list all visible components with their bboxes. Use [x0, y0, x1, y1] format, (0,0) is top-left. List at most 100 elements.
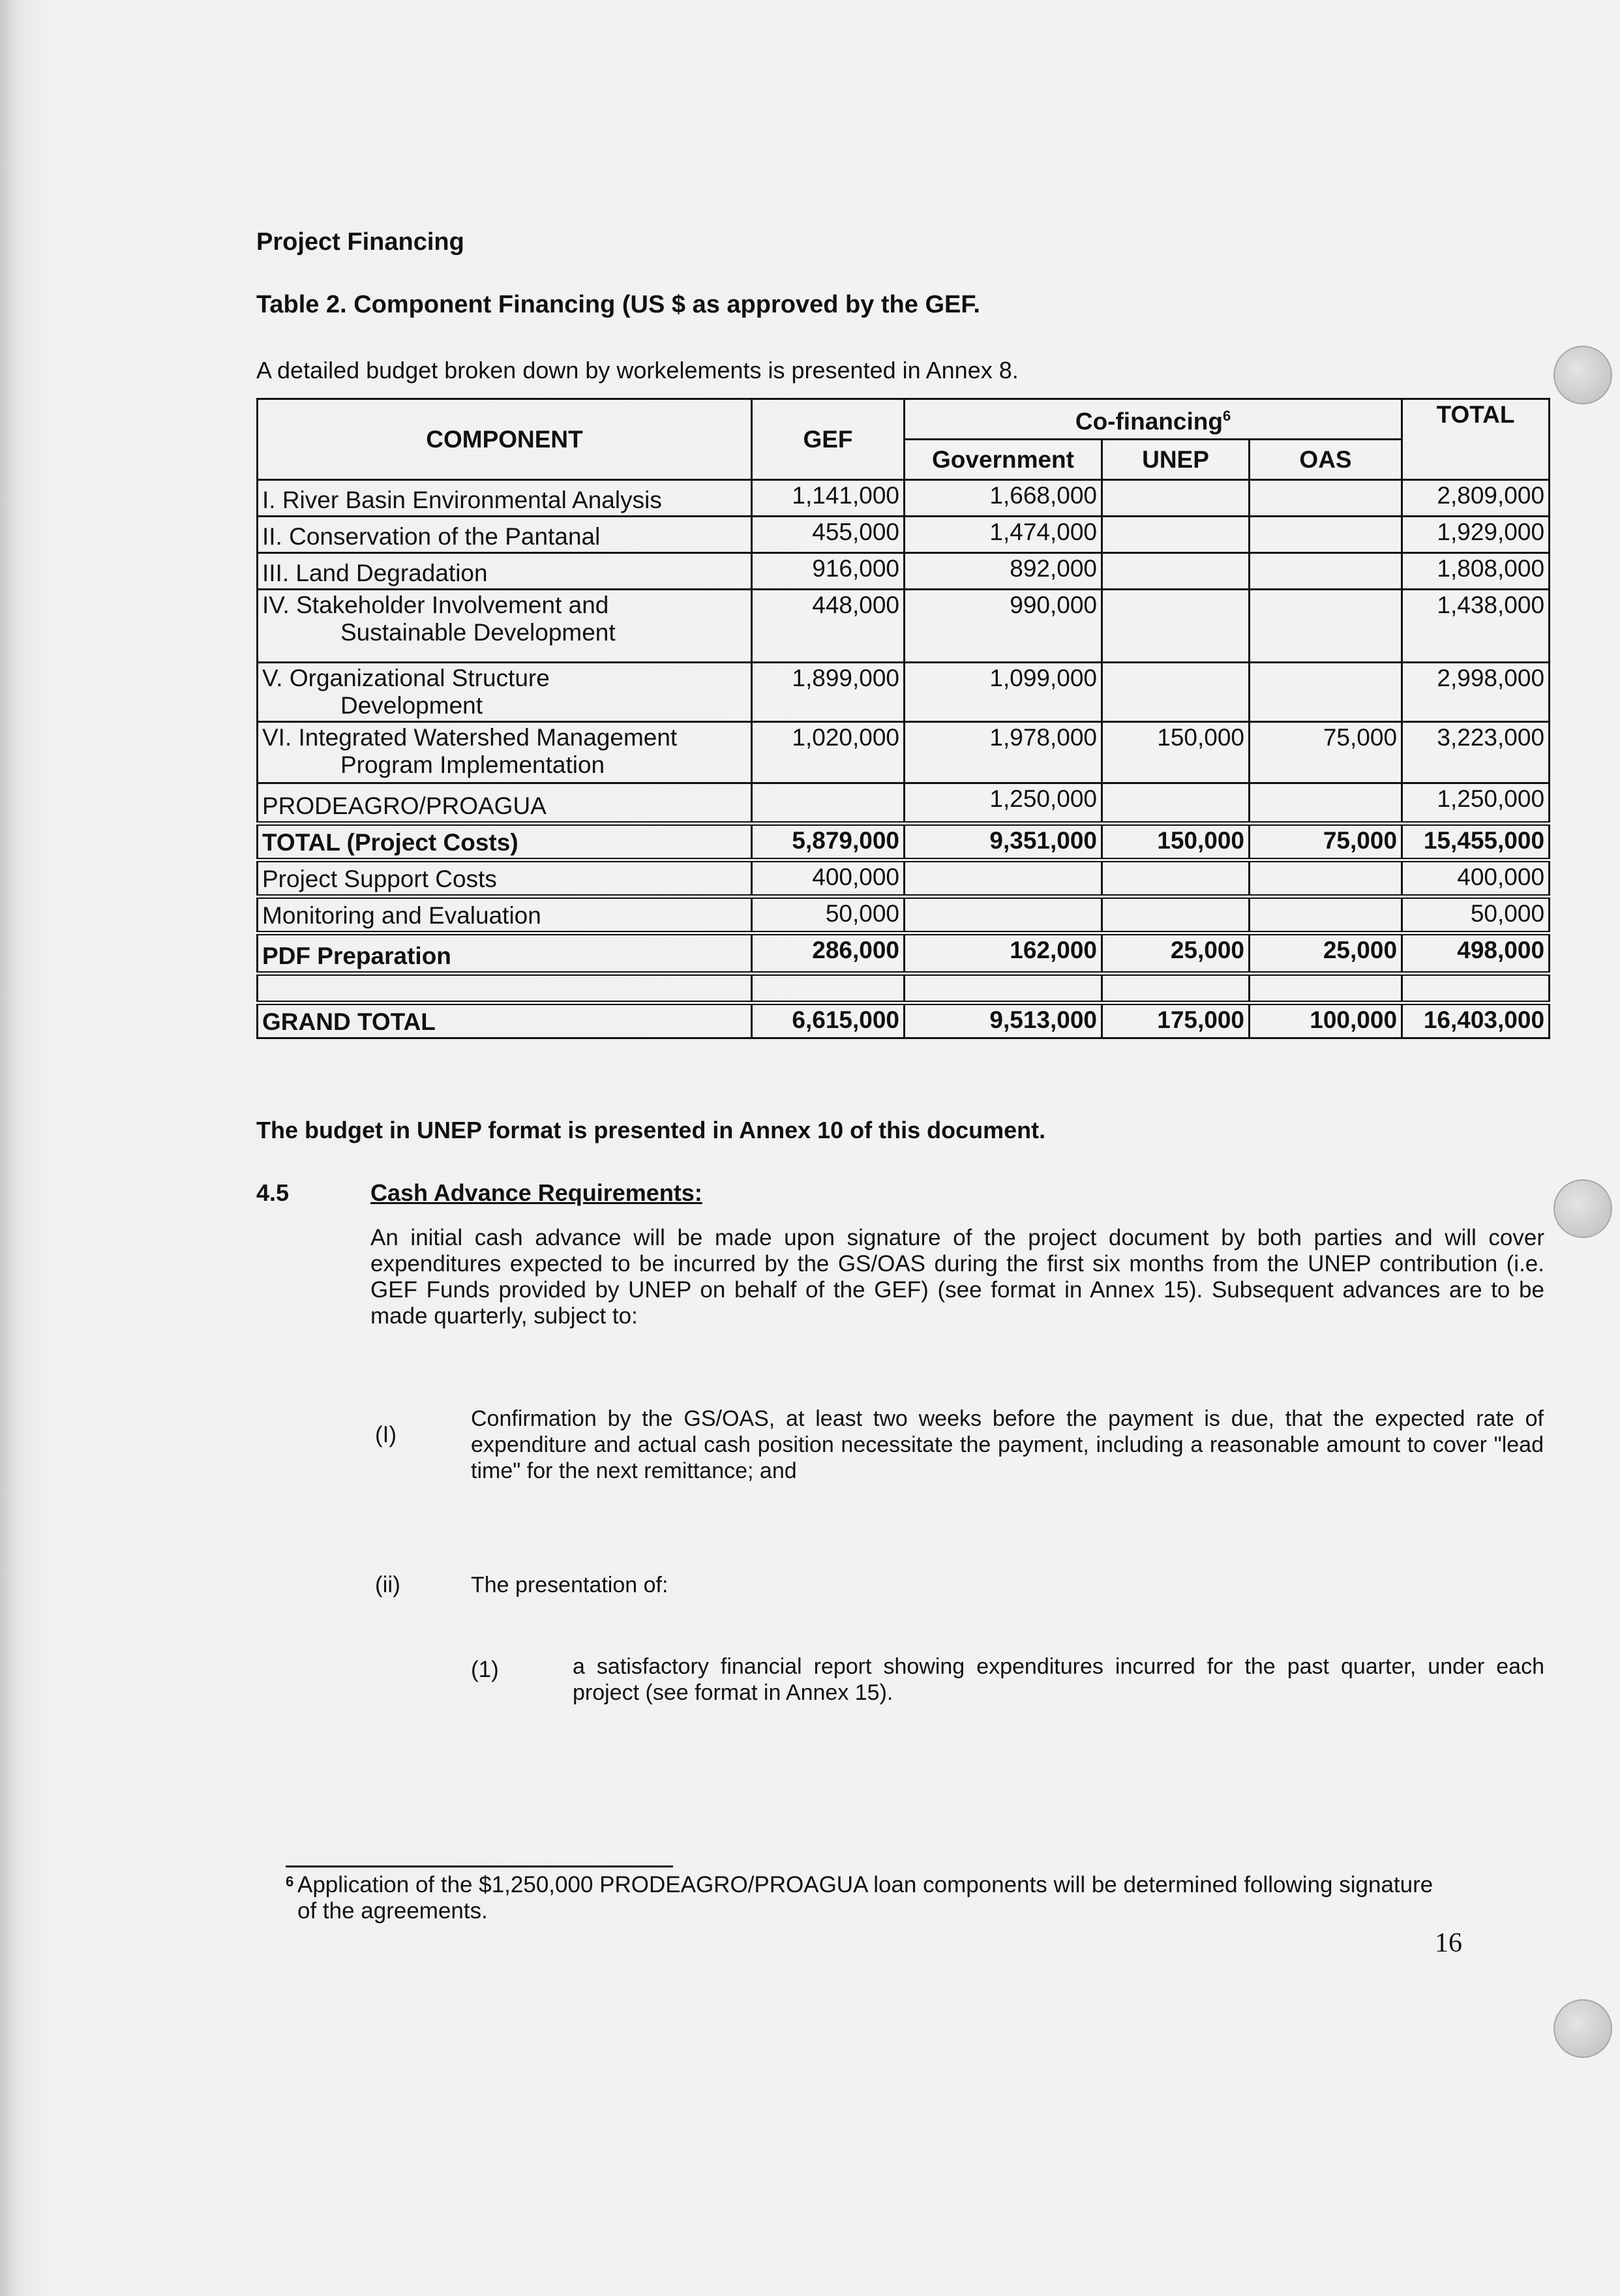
table-row: IV. Stakeholder Involvement and Sustainab…	[256, 588, 1551, 663]
table-row	[256, 971, 1551, 1004]
component-label: PRODEAGRO/PROAGUA	[262, 793, 547, 819]
cell-total: 2,809,000	[1401, 479, 1551, 517]
cell-gef	[751, 782, 905, 824]
cell-government	[903, 971, 1103, 1004]
header-gef: GEF	[751, 398, 905, 481]
cell-component: V. Organizational Structure Development	[256, 661, 753, 723]
cell-unep: 150,000	[1101, 821, 1250, 861]
footnote-rule	[286, 1865, 673, 1867]
cell-component: PDF Preparation	[256, 931, 753, 974]
component-label-line2: Sustainable Development	[340, 619, 616, 646]
table-intro: A detailed budget broken down by workele…	[256, 357, 1019, 384]
component-label: Monitoring and Evaluation	[262, 902, 541, 929]
table-row: V. Organizational Structure Development 1,…	[256, 661, 1551, 723]
cell-government: 1,250,000	[903, 782, 1103, 824]
table-body: I. River Basin Environmental Analysis 1,1…	[256, 479, 1551, 1039]
component-label: TOTAL (Project Costs)	[262, 829, 518, 856]
cell-component: VI. Integrated Watershed Management Progr…	[256, 721, 753, 784]
cell-government: 990,000	[903, 588, 1103, 663]
table-title: Table 2. Component Financing (US $ as ap…	[256, 291, 980, 318]
component-label: Project Support Costs	[262, 866, 497, 892]
cell-oas	[1248, 515, 1403, 554]
cell-government: 1,668,000	[903, 479, 1103, 517]
cell-oas: 75,000	[1248, 821, 1403, 861]
cell-unep	[1101, 971, 1250, 1004]
cell-total: 1,438,000	[1401, 588, 1551, 663]
cell-total: 1,929,000	[1401, 515, 1551, 554]
component-label: GRAND TOTAL	[262, 1008, 436, 1035]
cell-gef: 455,000	[751, 515, 905, 554]
cell-gef: 6,615,000	[751, 1001, 905, 1039]
cell-component: TOTAL (Project Costs)	[256, 821, 753, 861]
cell-government	[903, 894, 1103, 934]
cell-oas	[1248, 858, 1403, 898]
cell-component: Monitoring and Evaluation	[256, 894, 753, 934]
cell-component: IV. Stakeholder Involvement and Sustainab…	[256, 588, 753, 663]
table-row: PDF Preparation 286,000 162,000 25,000 25,00…	[256, 931, 1551, 974]
header-oas: OAS	[1248, 438, 1403, 481]
cell-oas	[1248, 894, 1403, 934]
cell-unep	[1101, 479, 1250, 517]
cell-total: 1,250,000	[1401, 782, 1551, 824]
component-label: III. Land Degradation	[262, 560, 488, 586]
cell-oas: 25,000	[1248, 931, 1403, 974]
cell-total: 16,403,000	[1401, 1001, 1551, 1039]
component-label: I. River Basin Environmental Analysis	[262, 487, 662, 513]
punch-hole	[1553, 1999, 1612, 2058]
cell-gef: 1,020,000	[751, 721, 905, 784]
component-label: VI. Integrated Watershed Management	[262, 724, 678, 751]
cell-component: PRODEAGRO/PROAGUA	[256, 782, 753, 824]
item-marker: (I)	[375, 1422, 397, 1447]
cell-total	[1401, 971, 1551, 1004]
component-label-line2: Program Implementation	[340, 751, 605, 778]
cell-government: 1,474,000	[903, 515, 1103, 554]
component-financing-table: COMPONENT GEF Co-financing6 TOTAL Govern…	[256, 398, 1551, 1039]
cell-unep: 25,000	[1101, 931, 1250, 974]
cell-unep	[1101, 782, 1250, 824]
cell-total: 1,808,000	[1401, 552, 1551, 590]
subitem-marker: (1)	[471, 1657, 499, 1682]
cell-total: 15,455,000	[1401, 821, 1551, 861]
cell-total: 50,000	[1401, 894, 1551, 934]
cell-oas	[1248, 971, 1403, 1004]
cell-government: 9,513,000	[903, 1001, 1103, 1039]
cell-unep	[1101, 552, 1250, 590]
cell-oas: 100,000	[1248, 1001, 1403, 1039]
cell-oas	[1248, 588, 1403, 663]
cell-total: 3,223,000	[1401, 721, 1551, 784]
cell-unep	[1101, 588, 1250, 663]
cell-component: III. Land Degradation	[256, 552, 753, 590]
cell-component: I. River Basin Environmental Analysis	[256, 479, 753, 517]
cell-oas	[1248, 782, 1403, 824]
header-unep: UNEP	[1101, 438, 1250, 481]
cell-unep	[1101, 858, 1250, 898]
page-number: 16	[1435, 1928, 1462, 1958]
table-row: PRODEAGRO/PROAGUA 1,250,000 1,250,000	[256, 782, 1551, 824]
cell-unep	[1101, 515, 1250, 554]
component-label: II. Conservation of the Pantanal	[262, 523, 601, 550]
section-number: 4.5	[256, 1179, 290, 1206]
cell-gef: 1,899,000	[751, 661, 905, 723]
cell-component: Project Support Costs	[256, 858, 753, 898]
cell-total: 400,000	[1401, 858, 1551, 898]
cell-oas: 75,000	[1248, 721, 1403, 784]
cell-government	[903, 858, 1103, 898]
table-row: I. River Basin Environmental Analysis 1,1…	[256, 479, 1551, 517]
cell-gef: 50,000	[751, 894, 905, 934]
punch-hole	[1553, 346, 1612, 404]
table-row: Project Support Costs 400,000 400,000	[256, 858, 1551, 898]
cell-component	[256, 971, 753, 1004]
cell-unep: 175,000	[1101, 1001, 1250, 1039]
section-paragraph: An initial cash advance will be made upo…	[370, 1225, 1544, 1329]
component-label: PDF Preparation	[262, 943, 451, 969]
header-government: Government	[903, 438, 1103, 481]
cell-government: 162,000	[903, 931, 1103, 974]
section-heading: Cash Advance Requirements:	[370, 1179, 702, 1206]
cell-unep	[1101, 661, 1250, 723]
cell-gef: 5,879,000	[751, 821, 905, 861]
cell-component: II. Conservation of the Pantanal	[256, 515, 753, 554]
cell-oas	[1248, 661, 1403, 723]
cell-gef: 448,000	[751, 588, 905, 663]
header-cofinancing-label: Co-financing	[1075, 408, 1223, 435]
section-title: Project Financing	[256, 228, 464, 256]
